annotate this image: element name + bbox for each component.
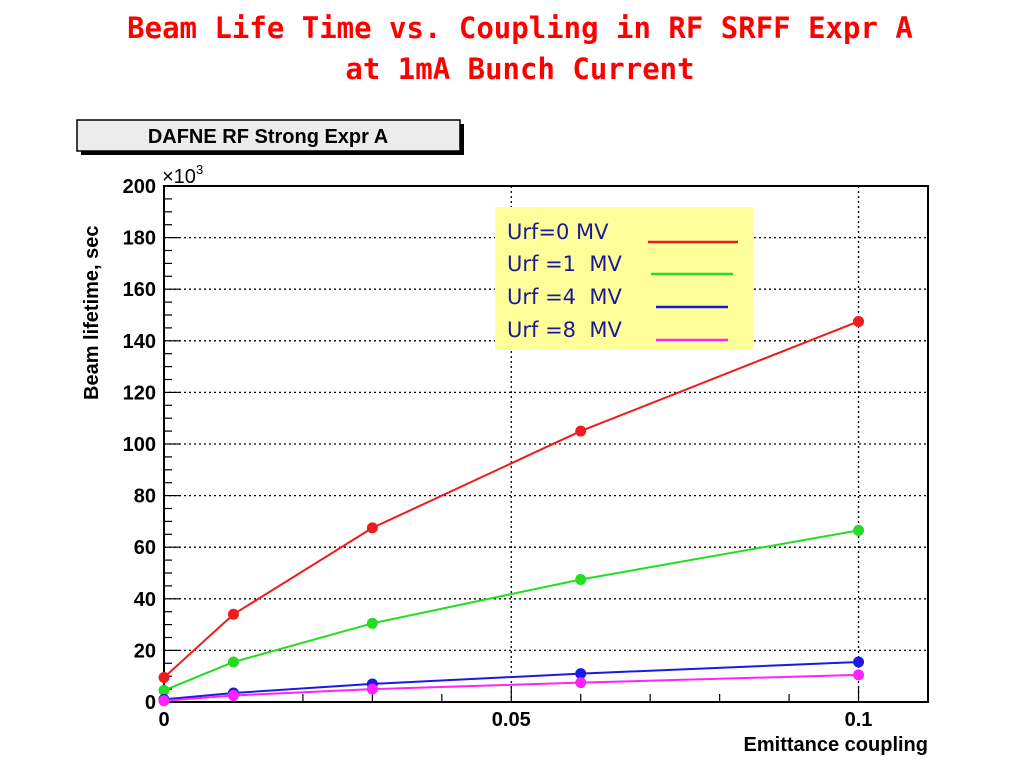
data-point-series-0 — [853, 315, 865, 327]
y-multiplier-base: ×10 — [162, 166, 196, 188]
y-tick-label: 60 — [134, 537, 156, 559]
y-tick-label: 200 — [123, 176, 156, 198]
y-multiplier-exponent: 3 — [196, 162, 203, 177]
data-point-series-3 — [366, 683, 378, 695]
x-tick-label: 0 — [158, 709, 169, 731]
data-point-series-3 — [853, 669, 865, 681]
data-point-series-0 — [158, 671, 170, 683]
slide-title-line-1: Beam Life Time vs. Coupling in RF SRFF E… — [127, 11, 913, 45]
legend-label: Urf =8 MV — [507, 318, 622, 342]
data-point-series-3 — [158, 695, 170, 707]
data-point-series-2 — [853, 656, 865, 668]
legend-box — [495, 207, 753, 350]
slide-title-line-2: at 1mA Bunch Current — [345, 52, 695, 86]
chart-title-box — [76, 119, 461, 152]
data-series — [158, 315, 865, 707]
data-point-series-1 — [158, 684, 170, 696]
data-point-series-1 — [575, 573, 587, 585]
legend-label: Urf =1 MV — [507, 252, 622, 276]
tick-labels: 0 20 40 60 80 100 120 140 160 180 200 0 0.05 0.1 — [123, 176, 873, 731]
legend-label: Urf=0 MV — [507, 220, 609, 244]
data-point-series-1 — [227, 656, 239, 668]
data-point-series-1 — [366, 617, 378, 629]
data-point-series-2 — [575, 668, 587, 680]
chart-title: DAFNE RF Strong Expr A — [148, 126, 388, 148]
y-axis-title: Beam lifetime, sec — [81, 225, 103, 400]
y-tick-label: 120 — [123, 382, 156, 404]
legend-label: Urf =4 MV — [507, 285, 622, 309]
y-tick-label: 80 — [134, 486, 156, 508]
data-point-series-3 — [575, 677, 587, 689]
legend: Urf=0 MV Urf =1 MV Urf =4 MV Urf =8 MV — [495, 207, 753, 350]
y-tick-label: 180 — [123, 228, 156, 250]
x-axis-title: Emittance coupling — [744, 734, 928, 756]
y-tick-label: 140 — [123, 331, 156, 353]
data-point-series-3 — [227, 690, 239, 702]
data-point-series-0 — [575, 425, 587, 437]
data-point-series-1 — [853, 524, 865, 536]
x-tick-label: 0.05 — [492, 709, 531, 731]
data-point-series-0 — [227, 608, 239, 620]
slide-title: Beam Life Time vs. Coupling in RF SRFF E… — [0, 8, 1024, 90]
y-multiplier: ×103 — [162, 162, 203, 188]
y-tick-label: 100 — [123, 434, 156, 456]
y-tick-label: 160 — [123, 279, 156, 301]
y-tick-label: 40 — [134, 589, 156, 611]
y-tick-label: 0 — [145, 692, 156, 714]
data-point-series-0 — [366, 522, 378, 534]
series-line-0 — [163, 320, 859, 679]
y-tick-label: 20 — [134, 640, 156, 662]
x-tick-label: 0.1 — [845, 709, 873, 731]
